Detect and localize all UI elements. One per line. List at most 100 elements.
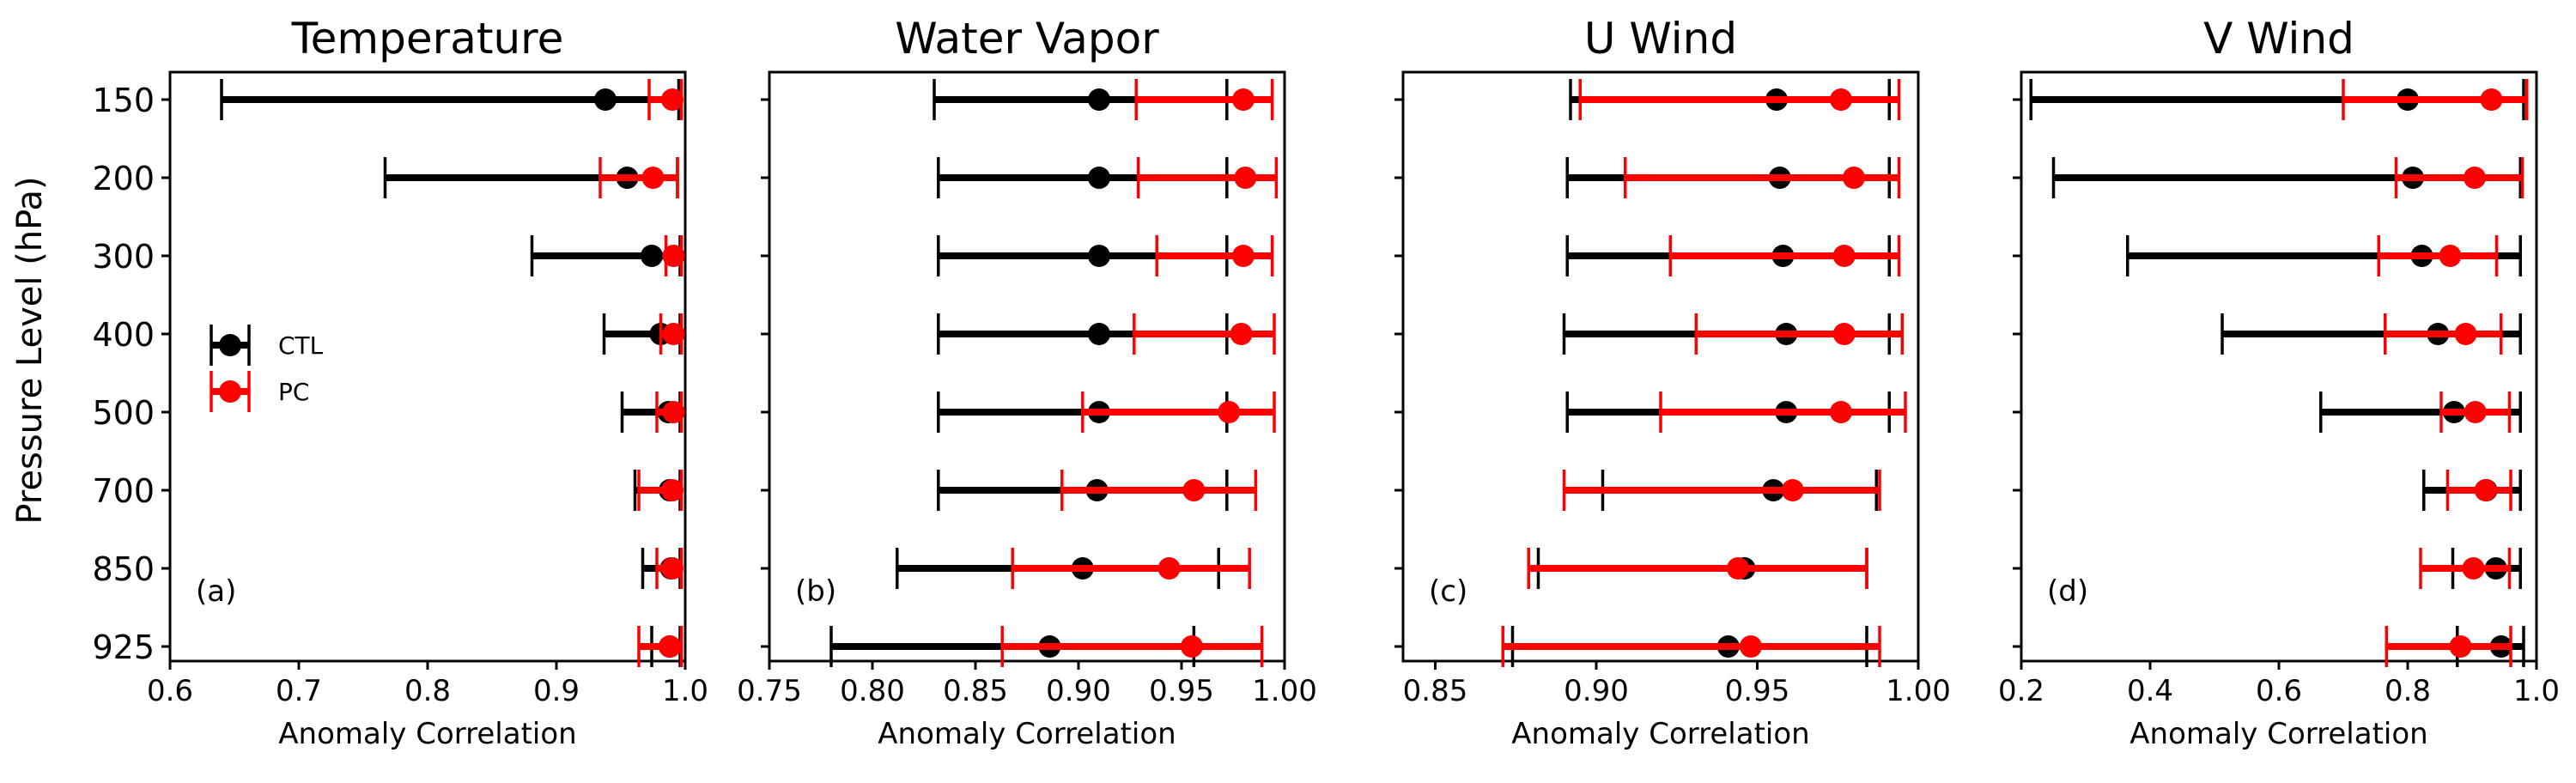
x-tick-label: 0.90 xyxy=(1564,674,1629,708)
legend-label: PC xyxy=(278,378,309,406)
data-point xyxy=(1088,323,1110,345)
panel-title: Water Vapor xyxy=(895,14,1159,64)
data-point xyxy=(641,167,665,189)
data-point xyxy=(662,323,685,345)
panel-4: V Wind 0.2 0.4 0.6 0.8 1.0 Anomaly Correlation… xyxy=(1998,14,2560,751)
x-tick-label: 1.00 xyxy=(1886,674,1951,708)
x-axis-label: Anomaly Correlation xyxy=(878,717,1176,751)
x-tick-label: 0.75 xyxy=(737,674,802,708)
data-point xyxy=(1232,88,1255,111)
data-point xyxy=(1830,401,1852,423)
data-point xyxy=(1832,245,1856,267)
plot-frame xyxy=(768,70,1286,663)
data-point xyxy=(1088,167,1110,189)
data-point xyxy=(661,557,683,580)
data-point xyxy=(2449,635,2472,658)
x-tick-label: 0.85 xyxy=(1403,674,1468,708)
x-tick-label: 1.00 xyxy=(1252,674,1317,708)
legend-label: CTL xyxy=(278,331,324,360)
data-point xyxy=(1830,88,1852,111)
x-tick-label: 0.6 xyxy=(147,674,193,708)
plot-frame xyxy=(1401,70,1920,663)
series-pc xyxy=(598,79,685,667)
panel-title: V Wind xyxy=(2203,14,2354,64)
x-tick-label: 0.6 xyxy=(2256,674,2302,708)
panel-3: U Wind 0.85 0.90 0.95 1.00 Anomaly Correlatio… xyxy=(1394,14,1951,751)
data-point xyxy=(2439,245,2462,267)
panel-title: U Wind xyxy=(1584,14,1737,64)
data-point xyxy=(661,88,683,111)
x-tick-label: 0.90 xyxy=(1046,674,1111,708)
data-point xyxy=(1181,635,1203,658)
x-tick-label: 0.2 xyxy=(1998,674,2044,708)
y-tick-label: 925 xyxy=(92,628,155,666)
x-tick-label: 0.8 xyxy=(404,674,451,708)
legend-marker xyxy=(219,334,241,356)
panel-label: (a) xyxy=(196,574,236,609)
plot-frame xyxy=(168,70,687,663)
panel-label: (d) xyxy=(2047,574,2088,609)
legend: CTL PC xyxy=(210,325,324,412)
panels: Temperature 0.6 0.7 0.8 0.9 1.0 Anomaly Correl… xyxy=(92,14,2560,751)
y-tick-label: 500 xyxy=(92,394,155,432)
data-point xyxy=(1088,245,1110,267)
x-tick-label: 0.95 xyxy=(1725,674,1790,708)
data-point xyxy=(2464,401,2487,423)
series-ctl xyxy=(1510,79,1891,667)
data-point xyxy=(1781,479,1804,501)
y-tick-label: 300 xyxy=(92,238,155,276)
data-point xyxy=(2462,557,2485,580)
series-pc xyxy=(1000,79,1279,667)
y-axis-label: Pressure Level (hPa) xyxy=(10,176,50,524)
y-tick-label: 200 xyxy=(92,160,155,197)
data-point xyxy=(2480,88,2503,111)
series-pc xyxy=(2342,79,2529,667)
data-point xyxy=(1232,245,1255,267)
x-tick-label: 0.9 xyxy=(533,674,580,708)
x-tick-label: 0.85 xyxy=(943,674,1008,708)
y-tick-label: 850 xyxy=(92,550,155,588)
series-ctl xyxy=(2029,79,2525,667)
data-point xyxy=(594,88,617,111)
plot-frame xyxy=(2020,70,2538,663)
y-tick-label: 150 xyxy=(92,82,155,119)
data-point xyxy=(1740,635,1762,658)
x-tick-label: 0.8 xyxy=(2385,674,2431,708)
panel-label: (b) xyxy=(795,574,836,609)
panel-label: (c) xyxy=(1429,574,1467,609)
panel-title: Temperature xyxy=(291,14,564,64)
data-point xyxy=(1218,401,1241,423)
y-tick-label: 400 xyxy=(92,316,155,354)
panel-2: Water Vapor 0.75 0.80 0.85 0.90 0.95 1.00 Anoma… xyxy=(737,14,1317,751)
x-tick-label: 0.4 xyxy=(2127,674,2173,708)
x-tick-label: 1.0 xyxy=(2513,674,2560,708)
x-tick-label: 0.80 xyxy=(840,674,905,708)
x-axis-label: Anomaly Correlation xyxy=(278,717,576,751)
data-point xyxy=(662,401,685,423)
data-point xyxy=(1234,167,1257,189)
data-point xyxy=(1088,88,1110,111)
legend-marker xyxy=(219,380,241,403)
data-point xyxy=(661,479,683,501)
data-point xyxy=(2464,167,2486,189)
x-tick-label: 0.7 xyxy=(276,674,322,708)
series-ctl xyxy=(220,79,683,667)
data-point xyxy=(1157,557,1181,580)
series-pc xyxy=(1501,79,1907,667)
x-tick-label: 0.95 xyxy=(1149,674,1214,708)
panel-1: Temperature 0.6 0.7 0.8 0.9 1.0 Anomaly Correl… xyxy=(92,14,708,751)
data-point xyxy=(2454,323,2477,345)
y-tick-label: 700 xyxy=(92,472,155,510)
data-point xyxy=(1727,557,1749,580)
data-point xyxy=(1230,323,1253,345)
x-axis-label: Anomaly Correlation xyxy=(2129,717,2427,751)
data-point xyxy=(1182,479,1206,501)
x-axis-label: Anomaly Correlation xyxy=(1511,717,1809,751)
x-tick-label: 1.0 xyxy=(662,674,708,708)
data-point xyxy=(662,245,685,267)
data-point xyxy=(1832,323,1856,345)
data-point xyxy=(2474,479,2497,501)
data-point xyxy=(1843,167,1865,189)
data-point xyxy=(641,245,663,267)
